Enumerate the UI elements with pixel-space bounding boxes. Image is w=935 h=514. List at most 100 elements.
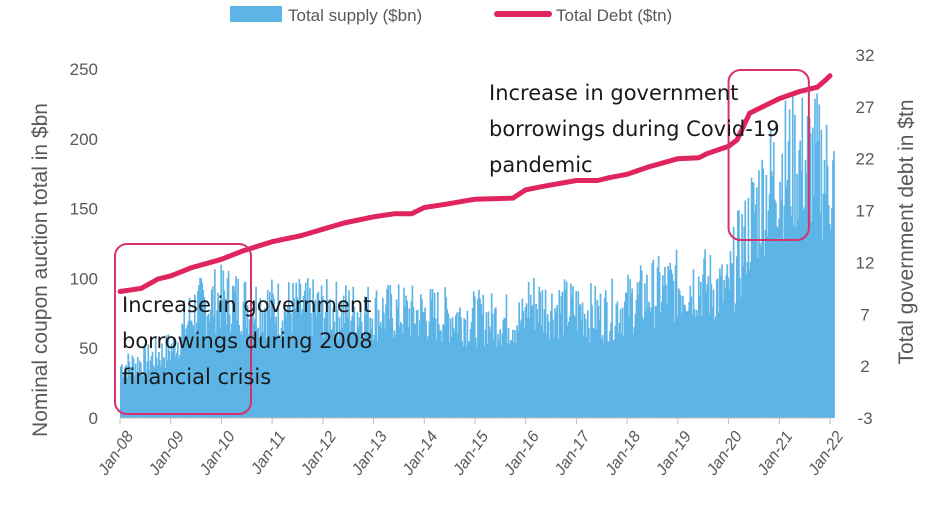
supply-bar [431, 288, 434, 418]
supply-bar [239, 333, 242, 418]
crisis-highlight-box [114, 243, 253, 415]
supply-bar [766, 236, 769, 418]
supply-bar [763, 256, 766, 418]
supply-bar [230, 323, 233, 418]
supply-bar [692, 269, 695, 418]
supply-bar [730, 263, 733, 418]
supply-bar [272, 293, 274, 418]
supply-bar [495, 307, 497, 418]
supply-bar [127, 353, 130, 418]
supply-bar [793, 224, 795, 418]
supply-bar [761, 159, 763, 418]
supply-bar [523, 328, 526, 418]
supply-bar [765, 174, 768, 418]
right-tick-label: 32 [856, 46, 875, 65]
supply-bar [131, 355, 134, 418]
supply-bar [295, 282, 298, 418]
supply-bar [123, 373, 125, 418]
supply-bar [799, 140, 802, 418]
supply-bar [770, 171, 773, 418]
supply-bar [757, 257, 759, 418]
supply-bar [576, 330, 579, 418]
supply-bar [148, 370, 151, 418]
supply-bar [383, 312, 385, 418]
supply-bar [426, 339, 429, 418]
supply-bar [639, 265, 642, 418]
supply-bar [670, 269, 673, 418]
supply-bar [310, 313, 312, 418]
supply-bar [247, 334, 250, 418]
supply-bar [453, 331, 456, 418]
supply-bar [135, 371, 138, 418]
supply-bar [739, 277, 741, 418]
supply-bar [438, 324, 440, 418]
supply-bar [674, 265, 677, 418]
annotation-covid-line: Increase in government [489, 81, 738, 105]
supply-bar [140, 363, 142, 418]
supply-bar [826, 165, 829, 418]
supply-bar [789, 206, 792, 418]
supply-bar [823, 159, 826, 419]
supply-bar [553, 338, 555, 418]
supply-bar [505, 294, 508, 418]
supply-bar [667, 266, 669, 418]
supply-bar [569, 316, 571, 418]
supply-bar [833, 151, 835, 418]
supply-bar [447, 313, 450, 418]
supply-bar [198, 285, 200, 418]
x-tick-label: Jan-17 [551, 428, 594, 480]
supply-bar [607, 341, 609, 418]
supply-bar [159, 360, 161, 418]
supply-bar [290, 313, 292, 418]
supply-bar [703, 258, 705, 418]
supply-bar [724, 288, 727, 418]
supply-bar [804, 159, 807, 419]
supply-bar [255, 286, 257, 418]
supply-bar [818, 104, 821, 418]
supply-bar [647, 307, 649, 418]
supply-bar [479, 298, 481, 418]
supply-bar [753, 212, 756, 418]
supply-bar [220, 264, 223, 418]
supply-bar [706, 284, 709, 418]
supply-bar [177, 342, 179, 418]
supply-bar [241, 334, 244, 418]
supply-bar [764, 229, 767, 418]
supply-bar [454, 315, 457, 418]
supply-bar [380, 328, 383, 418]
supply-bar [742, 265, 744, 418]
supply-bar [634, 313, 637, 418]
supply-bar [831, 208, 833, 418]
supply-bar [365, 314, 367, 418]
supply-bar [809, 133, 812, 419]
covid-highlight-box [727, 69, 810, 241]
supply-bar [542, 332, 545, 418]
right-tick-label: 17 [856, 202, 875, 221]
supply-bar [287, 282, 290, 418]
supply-bar [355, 331, 358, 418]
supply-bar [536, 309, 538, 418]
supply-bar [698, 296, 701, 418]
supply-bar [710, 283, 713, 418]
supply-bar [187, 320, 190, 418]
x-tick-label: Jan-08 [95, 428, 138, 479]
supply-bar [774, 199, 776, 418]
supply-bar [363, 338, 365, 418]
annotation-2008-line: financial crisis [122, 365, 271, 389]
supply-bar [176, 352, 178, 418]
supply-bar [665, 284, 667, 418]
supply-bar [273, 298, 275, 418]
supply-bar [183, 300, 186, 418]
x-tick-label: Jan-12 [298, 428, 341, 479]
supply-bar [664, 266, 666, 418]
supply-bar [528, 317, 531, 418]
supply-bar [422, 312, 424, 418]
supply-bar [533, 277, 535, 418]
supply-bar [341, 327, 344, 418]
supply-bar [508, 343, 511, 418]
supply-bar [734, 303, 737, 418]
supply-bar [377, 309, 380, 418]
supply-bar [224, 298, 227, 418]
supply-bar [805, 174, 808, 418]
